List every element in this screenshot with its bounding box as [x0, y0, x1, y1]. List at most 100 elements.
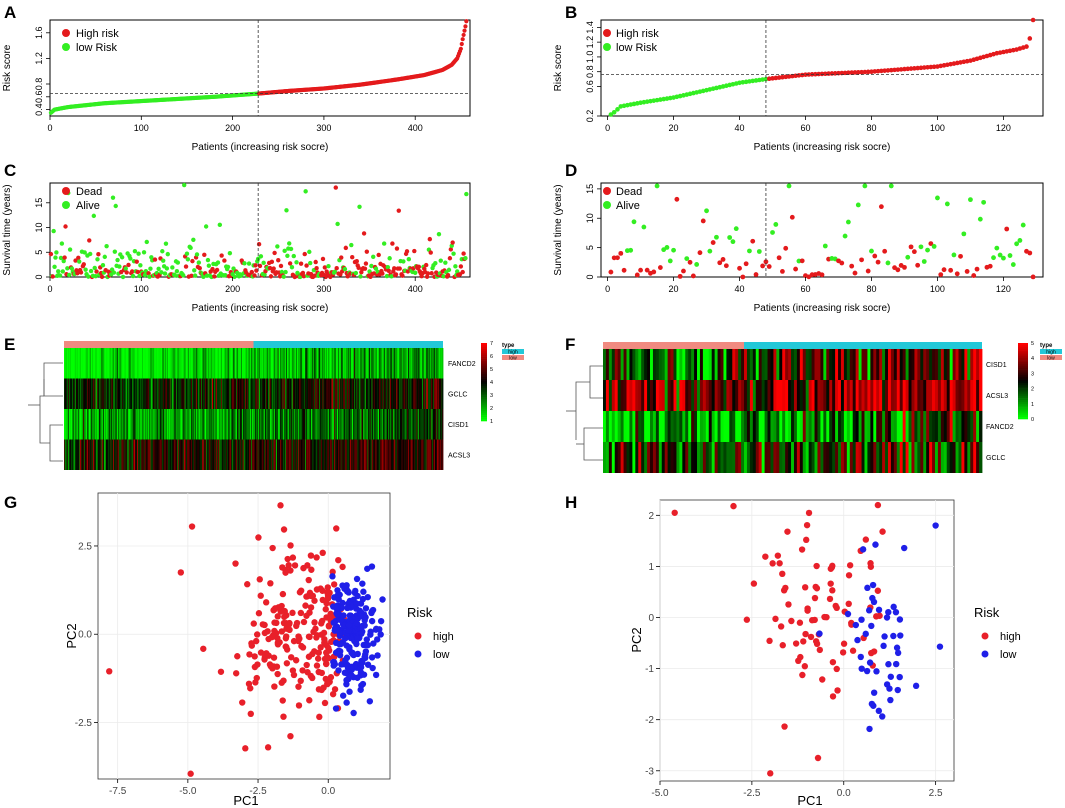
heatmap-cell — [362, 348, 364, 379]
heatmap-cell — [214, 409, 216, 440]
heatmap-cell — [315, 348, 318, 379]
high-risk-point — [234, 653, 241, 660]
heatmap-cell — [439, 409, 441, 440]
heatmap-cell — [145, 378, 147, 409]
heatmap-cell — [78, 409, 81, 440]
heatmap-cell — [366, 409, 368, 440]
heatmap-cell — [629, 349, 633, 380]
heatmap-cell — [967, 349, 971, 380]
high-risk-point — [321, 699, 329, 707]
heatmap-cell — [399, 409, 402, 440]
heatmap-cell — [367, 409, 369, 440]
color-scale-step — [1018, 394, 1028, 397]
heatmap-cell — [267, 409, 269, 440]
heatmap-cell — [235, 409, 237, 440]
heatmap-cell — [393, 348, 396, 379]
high-risk-point — [279, 590, 287, 598]
heatmap-cell — [403, 348, 406, 379]
heatmap-cell — [958, 349, 962, 380]
heatmap-cell — [108, 378, 111, 409]
heatmap-cell — [189, 348, 191, 379]
heatmap-cell — [729, 442, 733, 473]
heatmap-cell — [107, 378, 109, 409]
heatmap-cell — [77, 409, 79, 440]
heatmap-cell — [255, 348, 257, 379]
heatmap-cell — [221, 348, 223, 379]
heatmap-cell — [125, 378, 127, 409]
heatmap-cell — [166, 378, 168, 409]
heatmap-cell — [178, 348, 180, 379]
heatmap-cell — [887, 349, 892, 380]
heatmap-cell — [359, 378, 362, 409]
heatmap-cell — [74, 378, 77, 409]
heatmap-cell — [791, 349, 795, 380]
alive-point — [991, 255, 996, 261]
heatmap-cell — [195, 409, 197, 440]
heatmap-cell — [132, 348, 134, 379]
heatmap-cell — [133, 409, 136, 440]
low-risk-point — [881, 633, 888, 640]
alive-point — [65, 266, 70, 271]
outlier-point — [671, 509, 678, 516]
heatmap-cells-f — [603, 342, 983, 473]
heatmap-cell — [652, 380, 657, 411]
heatmap-cell — [412, 378, 414, 409]
heatmap-cell — [867, 442, 871, 473]
heatmap-cell — [699, 411, 704, 442]
heatmap-cell — [641, 442, 645, 473]
heatmap-cell — [793, 349, 798, 380]
heatmap-cell — [367, 378, 369, 409]
heatmap-cell — [226, 439, 228, 470]
heatmap-cell — [714, 411, 718, 442]
heatmap-cell — [158, 439, 160, 470]
heatmap-cell — [388, 378, 390, 409]
color-scale-tick-3: 4 — [490, 380, 493, 386]
heatmap-cell — [623, 349, 627, 380]
heatmap-cell — [157, 378, 160, 409]
heatmap-cell — [369, 348, 372, 379]
heatmap-cell — [264, 348, 266, 379]
heatmap-cell — [385, 409, 387, 440]
dead-point — [461, 251, 466, 256]
heatmap-cell — [354, 378, 357, 409]
alive-point — [385, 265, 391, 270]
heatmap-cell — [890, 442, 895, 473]
heatmap-cell — [802, 380, 807, 411]
heatmap-cell — [752, 349, 757, 380]
heatmap-cell — [182, 439, 185, 470]
heatmap-cell — [300, 348, 303, 379]
high-risk-point — [322, 675, 329, 683]
high-risk-point — [313, 554, 320, 561]
dead-point — [376, 252, 381, 258]
heatmap-cell — [434, 409, 436, 440]
heatmap-cell — [702, 442, 707, 473]
heatmap-cell — [923, 380, 927, 411]
heatmap-cell — [424, 439, 426, 470]
alive-point — [115, 257, 120, 263]
heatmap-cell — [949, 380, 954, 411]
heatmap-cell — [664, 442, 669, 473]
color-scale-step — [1018, 396, 1028, 399]
heatmap-cell — [407, 409, 409, 440]
heatmap-cell — [153, 439, 155, 470]
heatmap-cell — [273, 439, 275, 470]
alive-point — [307, 249, 312, 255]
heatmap-cell — [130, 378, 132, 409]
heatmap-cell — [78, 409, 80, 440]
heatmap-cell — [152, 348, 154, 379]
heatmap-cell — [135, 439, 137, 470]
heatmap-cell — [93, 409, 96, 440]
dead-point — [363, 261, 369, 266]
color-scale-tick-5: 6 — [490, 354, 493, 360]
heatmap-cell — [318, 439, 320, 470]
dead-point — [94, 269, 99, 274]
heatmap-cell — [239, 409, 241, 440]
low-risk-point — [936, 643, 944, 650]
heatmap-cell — [202, 378, 205, 409]
color-scale-step — [481, 362, 487, 365]
heatmap-cell — [290, 348, 293, 379]
heatmap-cell — [142, 348, 144, 379]
heatmap-cell — [896, 380, 901, 411]
heatmap-cell — [791, 411, 795, 442]
heatmap-cell — [401, 409, 403, 440]
